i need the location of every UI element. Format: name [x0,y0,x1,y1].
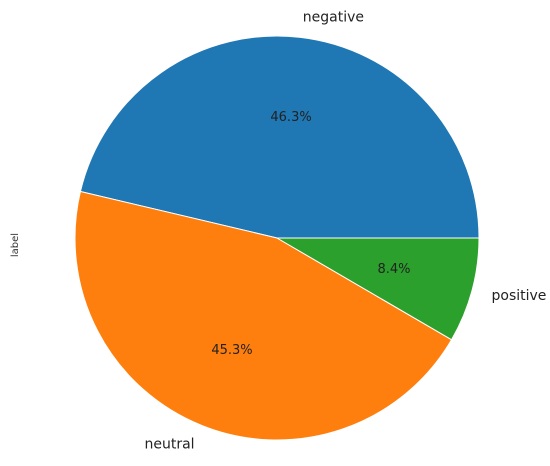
pct-label-positive: 8.4% [377,262,410,277]
pie-slice-neutral [74,190,453,441]
category-label-neutral: neutral [144,436,194,452]
y-axis-label: label [10,233,21,257]
pie-slice-negative [79,35,480,239]
pie-slice-positive [275,237,480,341]
pie-slices [74,35,480,441]
pie-labels: 46.3% negative 45.3% neutral 8.4% positive [144,9,546,452]
pct-label-neutral: 45.3% [211,343,252,358]
pct-label-negative: 46.3% [270,110,311,125]
category-label-negative: negative [303,9,364,25]
category-label-positive: positive [492,288,547,304]
